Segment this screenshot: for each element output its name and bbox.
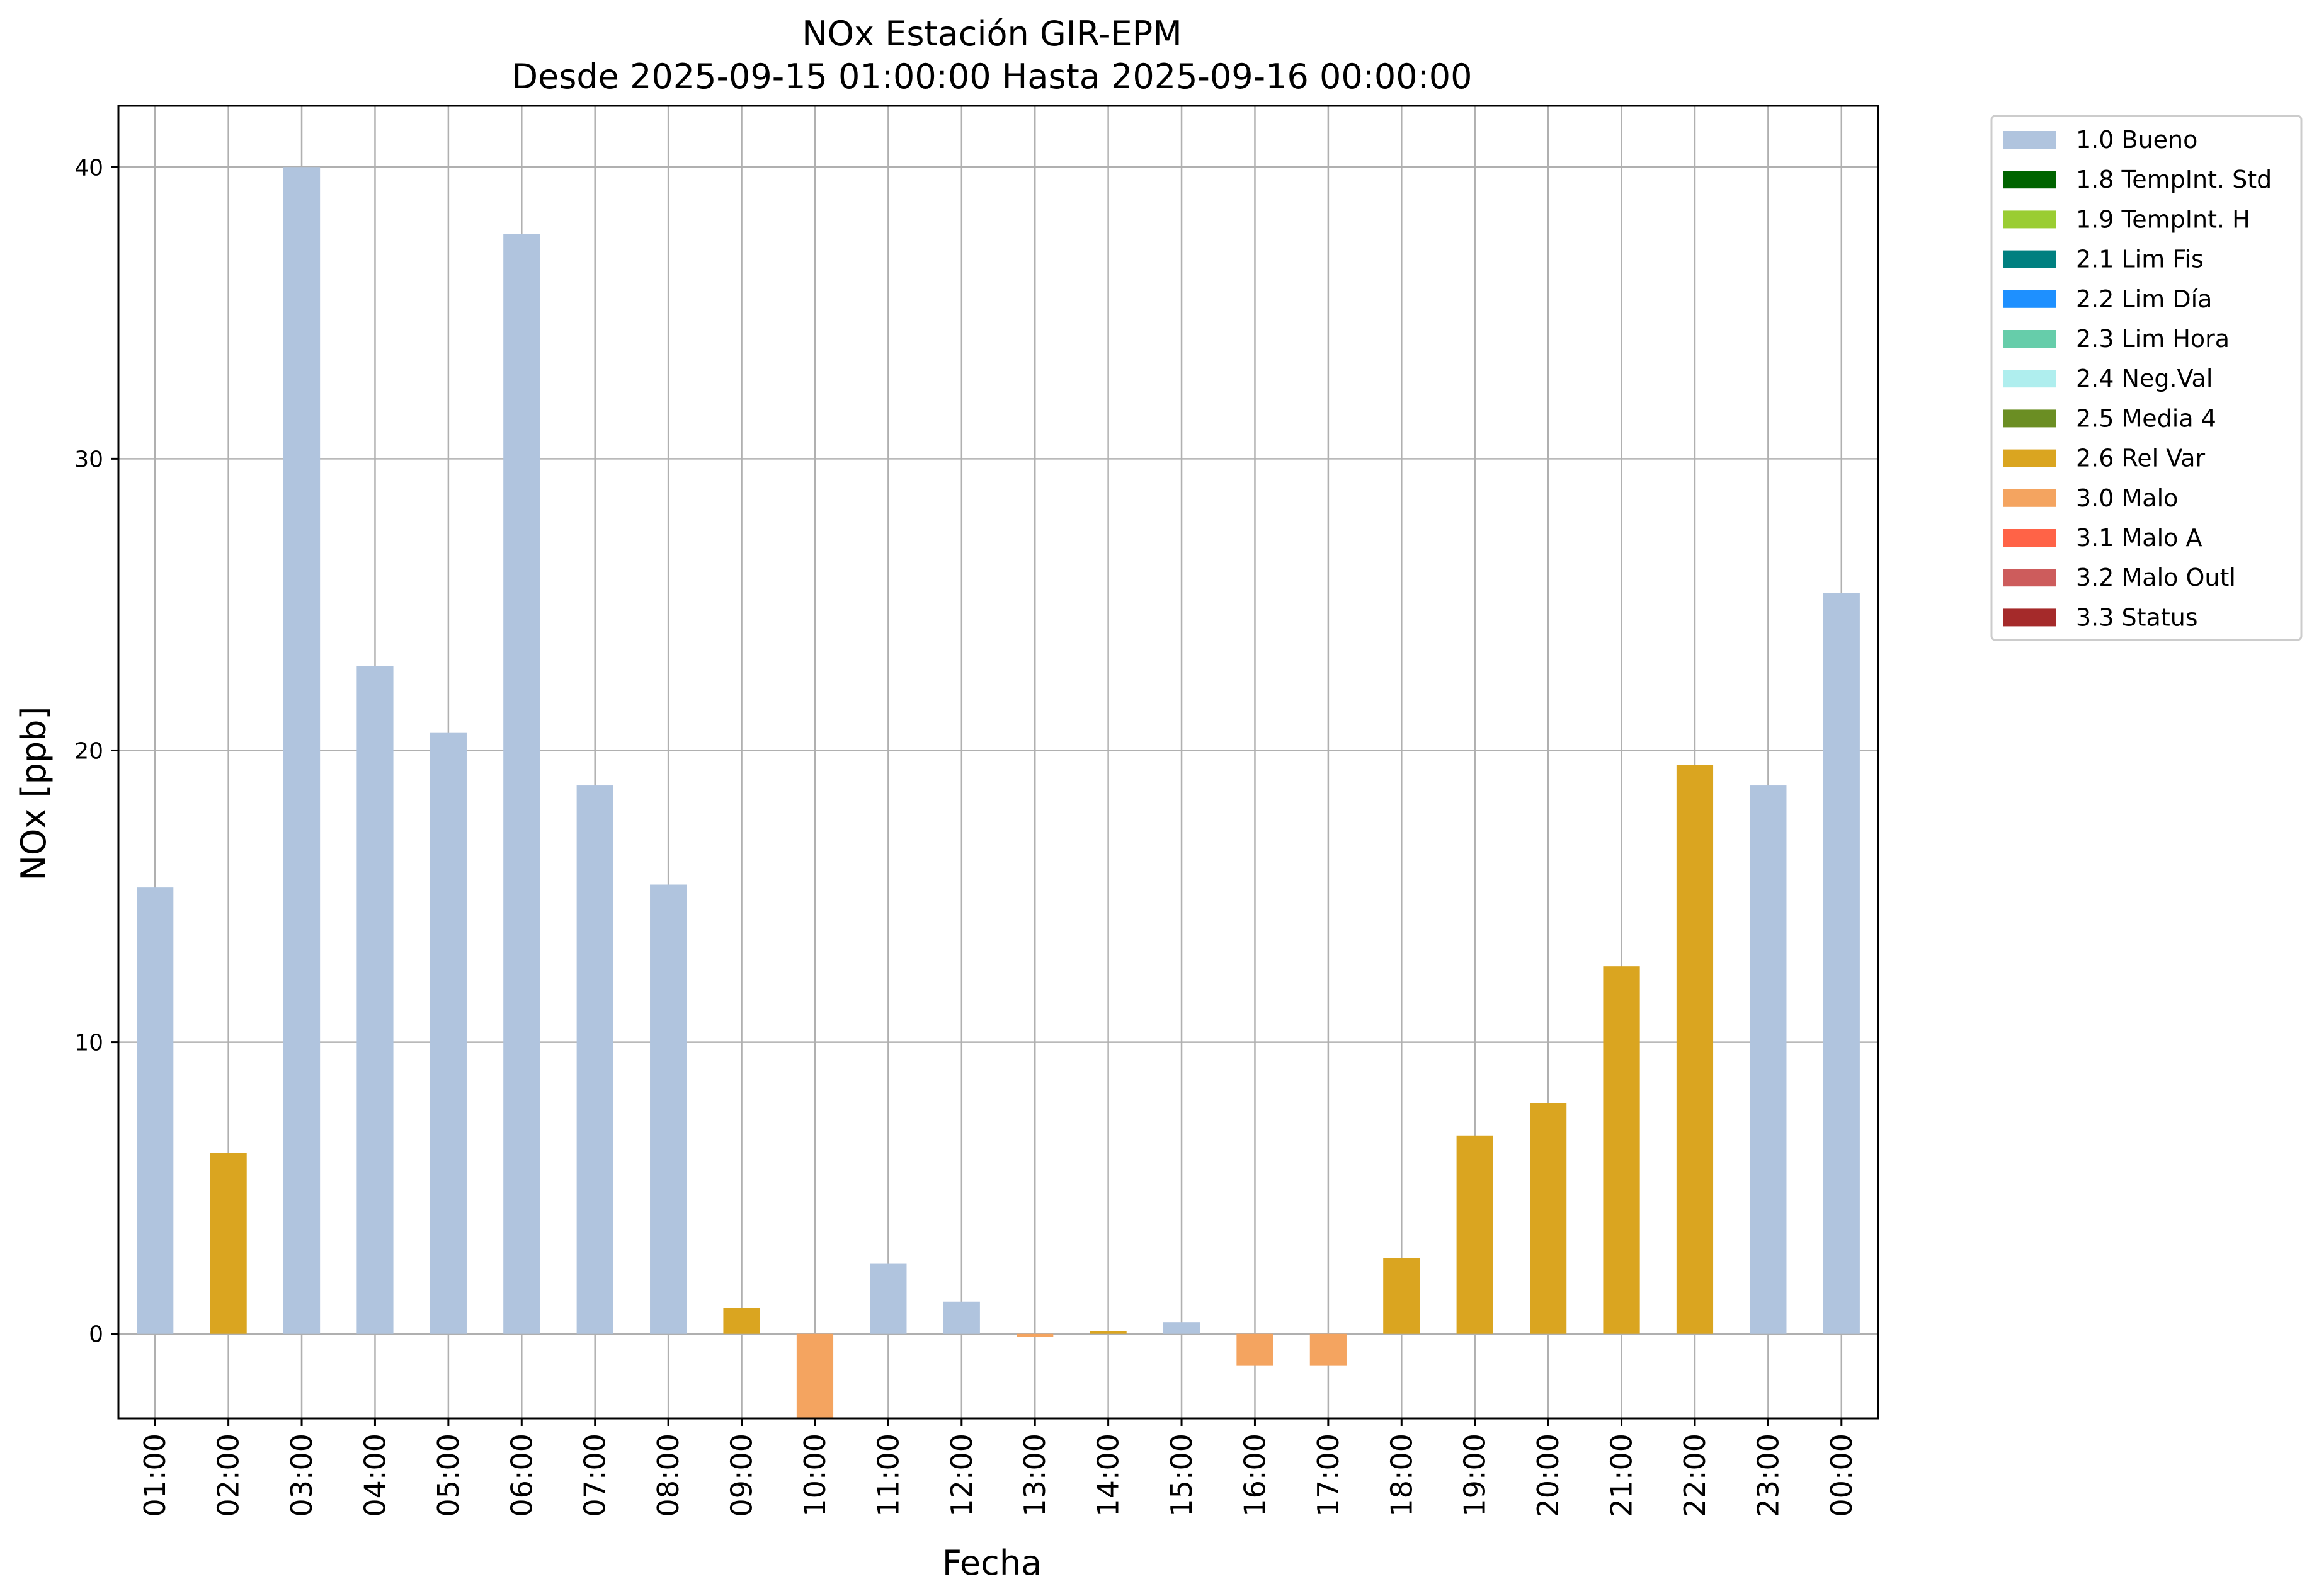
y-tick-label: 20 [74,738,103,764]
x-tick-label: 20:00 [1531,1434,1565,1517]
bar-0800 [650,884,687,1334]
legend-label: 2.4 Neg.Val [2076,365,2213,392]
x-tick-label: 14:00 [1091,1434,1125,1517]
bar-1400 [1090,1331,1127,1334]
legend-label: 1.0 Bueno [2076,126,2197,154]
legend-label: 2.1 Lim Fis [2076,246,2204,273]
x-tick-label: 23:00 [1751,1434,1785,1517]
legend-label: 2.2 Lim Día [2076,285,2212,313]
legend-swatch [2003,290,2056,308]
bar-1100 [870,1263,907,1334]
legend-frame [1990,115,2303,641]
legend-swatch [2003,370,2056,388]
legend-swatch [2003,250,2056,268]
legend-swatch [2003,131,2056,149]
x-tick-label: 01:00 [138,1434,172,1517]
x-tick-label: 06:00 [504,1434,538,1517]
bar-1300 [1017,1333,1054,1337]
legend-swatch [2003,569,2056,587]
bar-0500 [430,732,467,1334]
y-tick-label: 30 [74,447,103,472]
legend-label: 3.2 Malo Outl [2076,564,2236,591]
bar-0000 [1823,593,1860,1334]
x-tick-label: 17:00 [1311,1434,1345,1517]
x-tick-label: 09:00 [725,1434,759,1517]
legend-label: 3.3 Status [2076,603,2198,631]
x-tick-label: 21:00 [1605,1434,1639,1517]
legend-label: 2.3 Lim Hora [2076,325,2230,353]
legend-swatch [2003,210,2056,229]
x-tick-label: 08:00 [651,1434,685,1517]
chart-title: NOx Estación GIR-EPM [802,14,1182,54]
chart-subtitle: Desde 2025-09-15 01:00:00 Hasta 2025-09-… [511,57,1472,96]
legend-label: 1.8 TempInt. Std [2076,166,2272,193]
bar-0400 [356,666,394,1334]
legend-swatch [2003,449,2056,467]
y-tick-label: 40 [74,155,103,181]
x-tick-label: 10:00 [798,1434,832,1517]
x-tick-label: 19:00 [1458,1434,1492,1517]
y-axis-label: NOx [ppb] [14,707,54,881]
x-tick-label: 02:00 [212,1434,246,1517]
bar-1700 [1309,1333,1347,1366]
legend-swatch [2003,489,2056,507]
x-tick-label: 04:00 [358,1434,392,1517]
ticks-layer: 0 10 20 30 40 01:00 02:00 03:00 04:00 05:00 06:00 0… [74,155,1859,1517]
legend-label: 2.6 Rel Var [2076,445,2206,472]
bar-0100 [137,887,174,1334]
legend-swatch [2003,529,2056,547]
bar-0300 [283,167,321,1334]
bar-2100 [1603,966,1640,1334]
bar-2200 [1676,765,1714,1334]
x-tick-label: 11:00 [871,1434,905,1517]
bar-1800 [1383,1258,1420,1334]
plot-frame [117,105,1879,1420]
bar-1900 [1456,1135,1493,1334]
x-tick-label: 22:00 [1678,1434,1712,1517]
bars-layer [137,167,1860,1418]
x-tick-label: 18:00 [1384,1434,1418,1517]
x-tick-label: 13:00 [1018,1434,1052,1517]
bar-1500 [1163,1322,1200,1334]
x-tick-label: 12:00 [945,1434,979,1517]
legend-swatch [2003,409,2056,428]
legend-label: 3.0 Malo [2076,484,2178,512]
bar-1200 [943,1301,980,1334]
legend-label: 3.1 Malo A [2076,524,2202,552]
x-tick-label: 15:00 [1165,1434,1199,1517]
legend: 1.0 Bueno 1.8 TempInt. Std 1.9 TempInt. H 2… [1990,115,2303,641]
legend-swatch [2003,171,2056,189]
x-tick-label: 05:00 [431,1434,465,1517]
bar-1600 [1236,1333,1273,1366]
bar-0900 [723,1308,760,1334]
x-tick-label: 00:00 [1825,1434,1859,1517]
legend-items: 1.0 Bueno 1.8 TempInt. Std 1.9 TempInt. H 2… [2003,126,2272,631]
x-axis-label: Fecha [942,1543,1042,1583]
y-tick-label: 0 [89,1322,103,1348]
legend-label: 2.5 Media 4 [2076,404,2216,432]
bar-0700 [576,785,613,1334]
legend-swatch [2003,330,2056,348]
x-tick-label: 03:00 [285,1434,319,1517]
bar-2000 [1530,1103,1567,1334]
bar-1000 [796,1333,834,1418]
bar-2300 [1750,785,1787,1334]
legend-label: 1.9 TempInt. H [2076,205,2250,233]
bar-0600 [503,234,540,1334]
bar-0200 [210,1153,247,1334]
y-tick-label: 10 [74,1030,103,1056]
x-tick-label: 07:00 [578,1434,612,1517]
x-tick-label: 16:00 [1238,1434,1272,1517]
legend-swatch [2003,608,2056,627]
